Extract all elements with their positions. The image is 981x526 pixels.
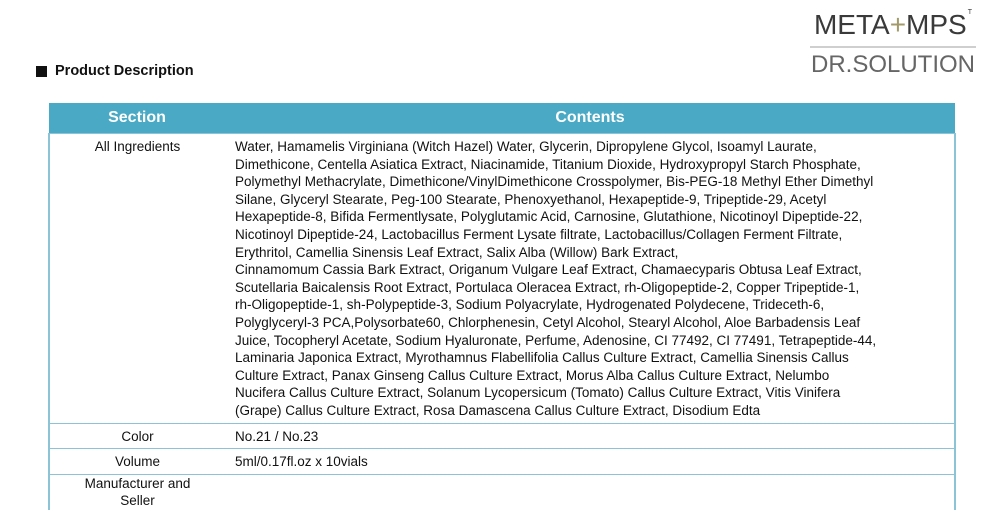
ingredients-line: Hexapeptide-8, Bifida Fermentlysate, Pol… — [235, 209, 863, 225]
ingredients-line: Polymethyl Methacrylate, Dimethicone/Vin… — [235, 174, 874, 190]
logo-dr-solution: DR.SOLUTION — [810, 51, 975, 78]
ingredients-line: Culture Extract, Panax Ginseng Callus Cu… — [235, 367, 830, 383]
row-value: 5ml/0.17fl.oz x 10vials — [225, 448, 956, 475]
heading-text: Product Description — [55, 63, 194, 79]
table-row-color: Color No.21 / No.23 — [48, 422, 956, 449]
header-section: Section — [49, 103, 225, 134]
ingredients-line: Laminaria Japonica Extract, Myrothamnus … — [235, 350, 849, 366]
logo-trademark: T — [967, 9, 973, 16]
row-value — [225, 473, 956, 510]
ingredients-line: Polyglyceryl-3 PCA,Polysorbate60, Chlorp… — [235, 314, 861, 330]
logo-mps: MPS — [906, 9, 967, 40]
ingredients-line: Juice, Tocopheryl Acetate, Sodium Hyalur… — [235, 332, 877, 348]
logo-divider — [810, 46, 976, 48]
row-label: Manufacturer and Seller — [48, 473, 225, 510]
table-header-row: Section Contents — [49, 103, 955, 134]
row-value: No.21 / No.23 — [225, 422, 956, 449]
ingredients-line: rh-Oligopeptide-1, sh-Polypeptide-3, Sod… — [235, 297, 825, 313]
brand-logo: META+MPST DR.SOLUTION — [806, 8, 980, 78]
section-heading: Product Description — [36, 63, 194, 79]
header-contents: Contents — [225, 103, 955, 134]
product-description-table: Section Contents All Ingredients Water, … — [48, 103, 956, 510]
ingredients-line: Erythritol, Camellia Sinensis Leaf Extra… — [235, 244, 679, 260]
ingredients-line: Nucifera Callus Culture Extract, Solanum… — [235, 385, 841, 401]
ingredients-line: Dimethicone, Centella Asiatica Extract, … — [235, 156, 861, 172]
ingredients-line: Nicotinoyl Dipeptide-24, Lactobacillus F… — [235, 226, 843, 242]
square-bullet-icon — [36, 65, 47, 77]
row-label: Color — [48, 422, 225, 449]
ingredients-line: (Grape) Callus Culture Extract, Rosa Dam… — [235, 402, 761, 418]
row-label: All Ingredients — [48, 133, 225, 423]
logo-meta: META — [813, 9, 890, 40]
table-row-manufacturer: Manufacturer and Seller — [48, 473, 956, 510]
ingredients-text: Water, Hamamelis Virginiana (Witch Hazel… — [225, 133, 956, 423]
ingredients-line: Water, Hamamelis Virginiana (Witch Hazel… — [235, 139, 817, 154]
ingredients-line: Silane, Glyceryl Stearate, Peg-100 Stear… — [235, 191, 827, 207]
table-row-volume: Volume 5ml/0.17fl.oz x 10vials — [48, 448, 956, 475]
ingredients-line: Scutellaria Baicalensis Root Extract, Po… — [235, 279, 860, 295]
row-label: Volume — [48, 448, 225, 475]
logo-plus: + — [889, 9, 907, 40]
ingredients-line: Cinnamomum Cassia Bark Extract, Origanum… — [235, 262, 862, 278]
table-row-ingredients: All Ingredients Water, Hamamelis Virgini… — [48, 133, 956, 423]
